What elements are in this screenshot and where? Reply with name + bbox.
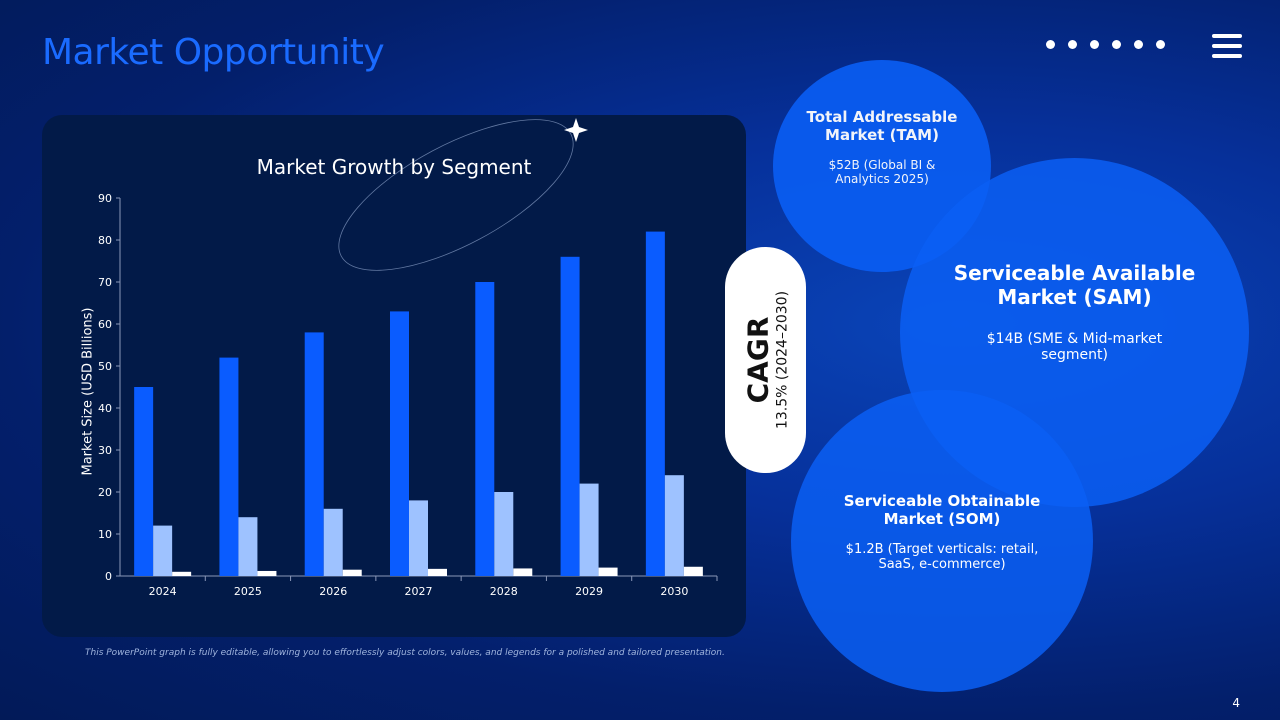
cagr-value: 13.5% (2024–2030) [774,290,790,430]
y-tick-label: 90 [98,192,112,205]
y-tick-label: 80 [98,234,112,247]
x-tick-label: 2030 [660,585,688,598]
bar-2028-series3 [513,568,533,576]
x-tick-label: 2024 [149,585,177,598]
bar-2030-series3 [683,566,703,576]
bar-2029-series3 [598,567,618,576]
y-tick-label: 50 [98,360,112,373]
x-tick-label: 2028 [490,585,518,598]
bar-2030-series1 [645,231,665,576]
chart-title: Market Growth by Segment [256,155,532,179]
sam-text: $14B (SME & Mid-market segment) [986,331,1163,363]
som-text: $1.2B (Target verticals: retail, SaaS, e… [845,542,1039,572]
bar-2027-series2 [409,500,428,576]
bar-2027-series1 [390,311,409,576]
bar-2029-series1 [560,256,580,576]
tam-title: Total Addressable Market (TAM) [806,108,958,144]
y-tick-label: 30 [98,444,112,457]
x-tick-label: 2029 [575,585,603,598]
bar-2026-series1 [304,332,324,576]
bar-2024-series2 [153,525,173,576]
som-title: Serviceable Obtainable Market (SOM) [843,492,1041,528]
bar-2025-series2 [238,517,258,576]
x-tick-label: 2025 [234,585,262,598]
y-tick-label: 20 [98,486,112,499]
tam-text: $52B (Global BI & Analytics 2025) [828,158,936,186]
cagr-badge: CAGR 13.5% (2024–2030) [725,247,806,473]
bar-2028-series1 [475,282,495,576]
slide-title: Market Opportunity [42,32,385,73]
bar-2026-series3 [342,569,362,576]
pagination-dots[interactable] [1046,40,1165,49]
sam-title: Serviceable Available Market (SAM) [953,261,1196,309]
bar-2025-series3 [257,570,277,576]
bar-2028-series2 [494,492,514,576]
page-number: 4 [1232,696,1240,710]
x-tick-label: 2026 [319,585,347,598]
bar-2027-series3 [428,568,447,576]
y-tick-label: 10 [98,528,112,541]
bar-2025-series1 [219,357,239,576]
y-tick-label: 70 [98,276,112,289]
menu-icon[interactable] [1212,34,1242,64]
cagr-label: CAGR [741,316,774,404]
bar-2029-series2 [579,483,599,576]
y-tick-label: 40 [98,402,112,415]
som-circle: Serviceable Obtainable Market (SOM) $1.2… [791,390,1093,692]
bar-2024-series3 [172,571,192,576]
bar-2024-series1 [134,387,154,576]
caption: This PowerPoint graph is fully editable,… [85,648,725,658]
bar-2030-series2 [664,475,684,576]
x-tick-label: 2027 [405,585,433,598]
bar-2026-series2 [323,508,343,576]
sparkle-icon [564,118,588,142]
y-tick-label: 60 [98,318,112,331]
y-tick-label: 0 [105,570,112,583]
